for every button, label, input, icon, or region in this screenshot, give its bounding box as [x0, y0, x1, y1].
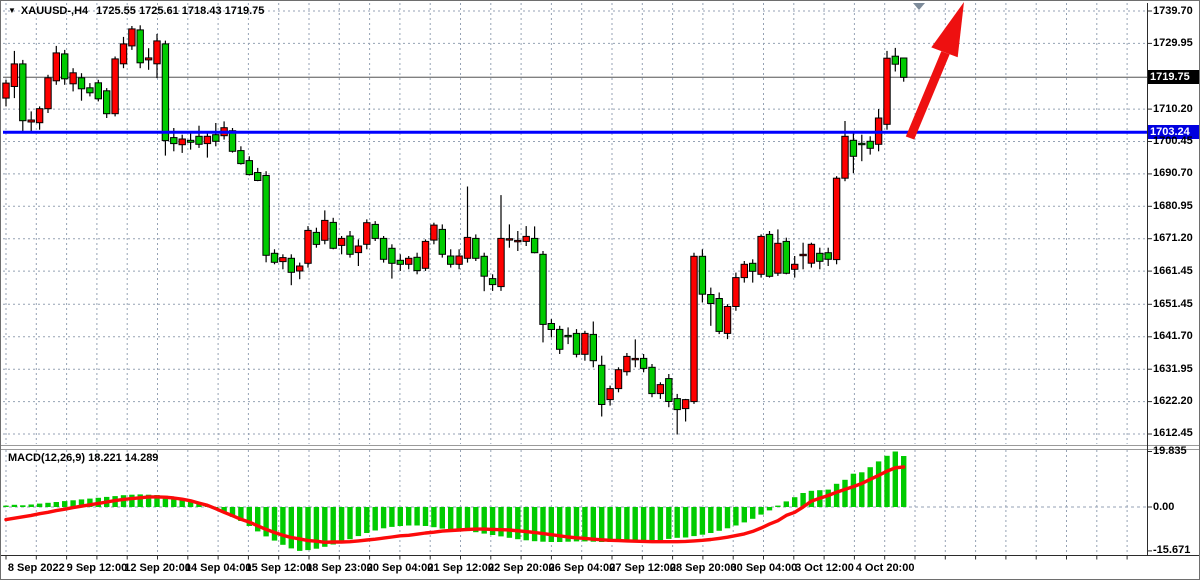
- hline-price-badge: 1703.24: [1148, 125, 1199, 140]
- time-axis-label: 4 Oct 20:00: [855, 562, 915, 574]
- time-axis-label: 14 Sep 04:00: [184, 562, 252, 574]
- time-axis-label: 20 Sep 04:00: [366, 562, 434, 574]
- price-axis-label: 1641.70: [1153, 330, 1193, 343]
- time-axis-label: 21 Sep 12:00: [427, 562, 495, 574]
- macd-signal-line: [4, 465, 906, 544]
- time-axis-label: 15 Sep 12:00: [245, 562, 313, 574]
- price-axis-label: 1690.70: [1153, 167, 1193, 180]
- time-axis-label: 28 Sep 20:00: [669, 562, 737, 574]
- price-axis-label: 1671.20: [1153, 232, 1193, 245]
- candlestick-series: [2, 25, 908, 435]
- chart-shift-marker-icon: [913, 3, 925, 10]
- time-axis-label: 12 Sep 20:00: [124, 562, 191, 574]
- price-axis-label: 1651.45: [1153, 297, 1193, 310]
- time-axis-label: 30 Sep 04:00: [730, 562, 798, 574]
- time-axis-label: 3 Oct 12:00: [795, 562, 854, 574]
- price-axis-label: 1661.45: [1153, 264, 1193, 277]
- macd-axis-label: -15.671: [1153, 544, 1191, 557]
- macd-axis-label: 0.00: [1153, 500, 1175, 513]
- trend-arrow-annotation[interactable]: [905, 2, 964, 140]
- time-axis-label: 9 Sep 12:00: [66, 562, 128, 574]
- price-axis-label: 1700.45: [1153, 134, 1193, 147]
- time-axis-label: 27 Sep 12:00: [609, 562, 676, 574]
- current-price-badge: 1719.75: [1148, 70, 1199, 85]
- price-axis-label: 1710.20: [1153, 102, 1193, 115]
- time-axis-label: 18 Sep 23:00: [306, 562, 373, 574]
- price-axis-label: 1612.45: [1153, 427, 1193, 440]
- price-axis-label: 1631.95: [1153, 362, 1193, 375]
- time-axis-label: 22 Sep 20:00: [488, 562, 555, 574]
- price-axis-label: 1680.95: [1153, 199, 1193, 212]
- price-axis-label: 1739.70: [1153, 4, 1193, 17]
- price-axis-label: 1622.20: [1153, 395, 1193, 408]
- macd-axis-label: 19.835: [1153, 444, 1187, 457]
- time-axis-label: 8 Sep 2022: [7, 562, 65, 574]
- price-axis-label: 1729.95: [1153, 36, 1193, 49]
- time-axis-label: 26 Sep 04:00: [548, 562, 616, 574]
